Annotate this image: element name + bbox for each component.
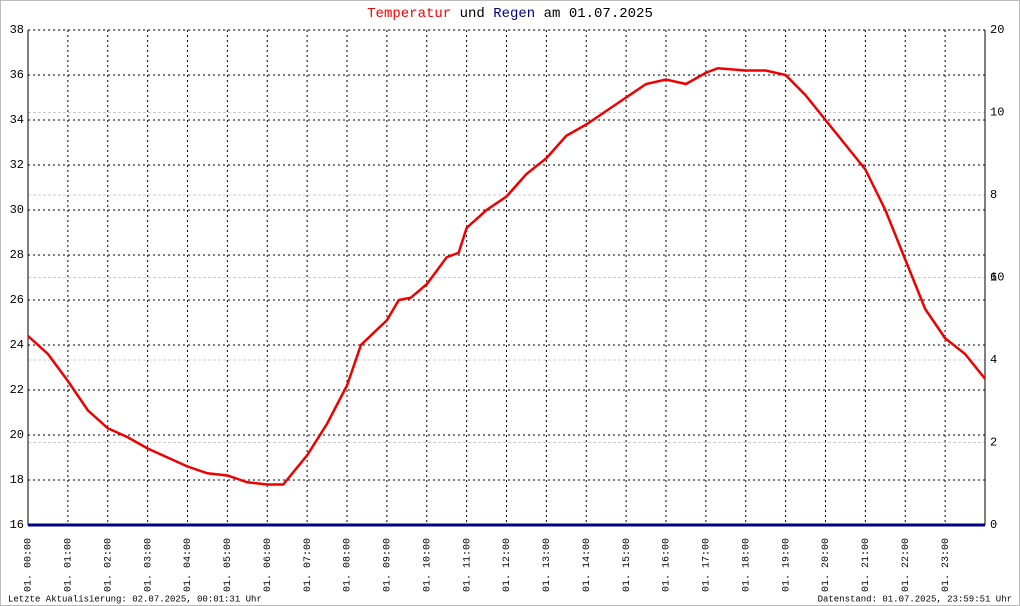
x-tick-label: 01. 00:00 — [24, 538, 35, 592]
y-tick-label: 20 — [10, 428, 24, 442]
x-tick-label: 01. 04:00 — [183, 538, 194, 592]
x-tick-label: 01. 01:00 — [64, 538, 75, 592]
title-part: am 01.07.2025 — [544, 6, 653, 22]
x-tick-label: 01. 11:00 — [462, 538, 473, 592]
y-tick-label: 28 — [10, 248, 24, 262]
x-tick-label: 01. 19:00 — [781, 538, 792, 592]
y2-tick-label: 6 — [990, 271, 997, 285]
line-series — [27, 66, 986, 486]
y-tick-label: 26 — [10, 293, 24, 307]
x-tick-label: 01. 09:00 — [383, 538, 394, 592]
x-tick-label: 01. 15:00 — [622, 538, 633, 592]
x-tick-label: 01. 22:00 — [901, 538, 912, 592]
y-tick-label: 38 — [10, 23, 24, 37]
x-tick-label: 01. 05:00 — [223, 538, 234, 592]
x-tick-label: 01. 14:00 — [582, 538, 593, 592]
x-tick-label: 01. 07:00 — [303, 538, 314, 592]
y-tick-label: 22 — [10, 383, 24, 397]
title-part: Regen — [493, 6, 535, 22]
title-part: Temperatur — [367, 6, 451, 22]
x-tick-label: 01. 20:00 — [821, 538, 832, 592]
x-tick-label: 01. 18:00 — [741, 538, 752, 592]
y2-tick-label: 20 — [990, 23, 1004, 37]
y-tick-label: 16 — [10, 518, 24, 532]
x-tick-label: 01. 08:00 — [343, 538, 354, 592]
y2-tick-label: 2 — [990, 436, 997, 450]
x-tick-label: 01. 03:00 — [143, 538, 154, 592]
chart-title: Temperatur und Regen am 01.07.2025 — [367, 6, 653, 22]
y2-tick-label: 10 — [990, 271, 1004, 285]
x-tick-label: 01. 21:00 — [861, 538, 872, 592]
title-part: und — [460, 6, 485, 22]
y-tick-label: 18 — [10, 473, 24, 487]
y-tick-label: 24 — [10, 338, 24, 352]
x-tick-label: 01. 16:00 — [662, 538, 673, 592]
x-tick-label: 01. 06:00 — [263, 538, 274, 592]
y2-tick-label: 0 — [990, 518, 997, 532]
x-tick-label: 01. 13:00 — [542, 538, 553, 592]
x-tick-label: 01. 10:00 — [422, 538, 433, 592]
x-tick-label: 01. 23:00 — [941, 538, 952, 592]
footer-right: Datenstand: 01.07.2025, 23:59:51 Uhr — [818, 594, 1012, 604]
y-tick-label: 36 — [10, 68, 24, 82]
x-tick-label: 01. 02:00 — [103, 538, 114, 592]
y-tick-label: 34 — [10, 113, 24, 127]
y-tick-label: 30 — [10, 203, 24, 217]
x-tick-label: 01. 12:00 — [502, 538, 513, 592]
y2-tick-label: 8 — [990, 188, 997, 202]
x-tick-label: 01. 17:00 — [702, 538, 713, 592]
footer-left: Letzte Aktualisierung: 02.07.2025, 00:01… — [8, 594, 262, 604]
y2-tick-label: 4 — [990, 353, 997, 367]
y-tick-label: 32 — [10, 158, 24, 172]
y2-tick-label: 10 — [990, 106, 1004, 120]
